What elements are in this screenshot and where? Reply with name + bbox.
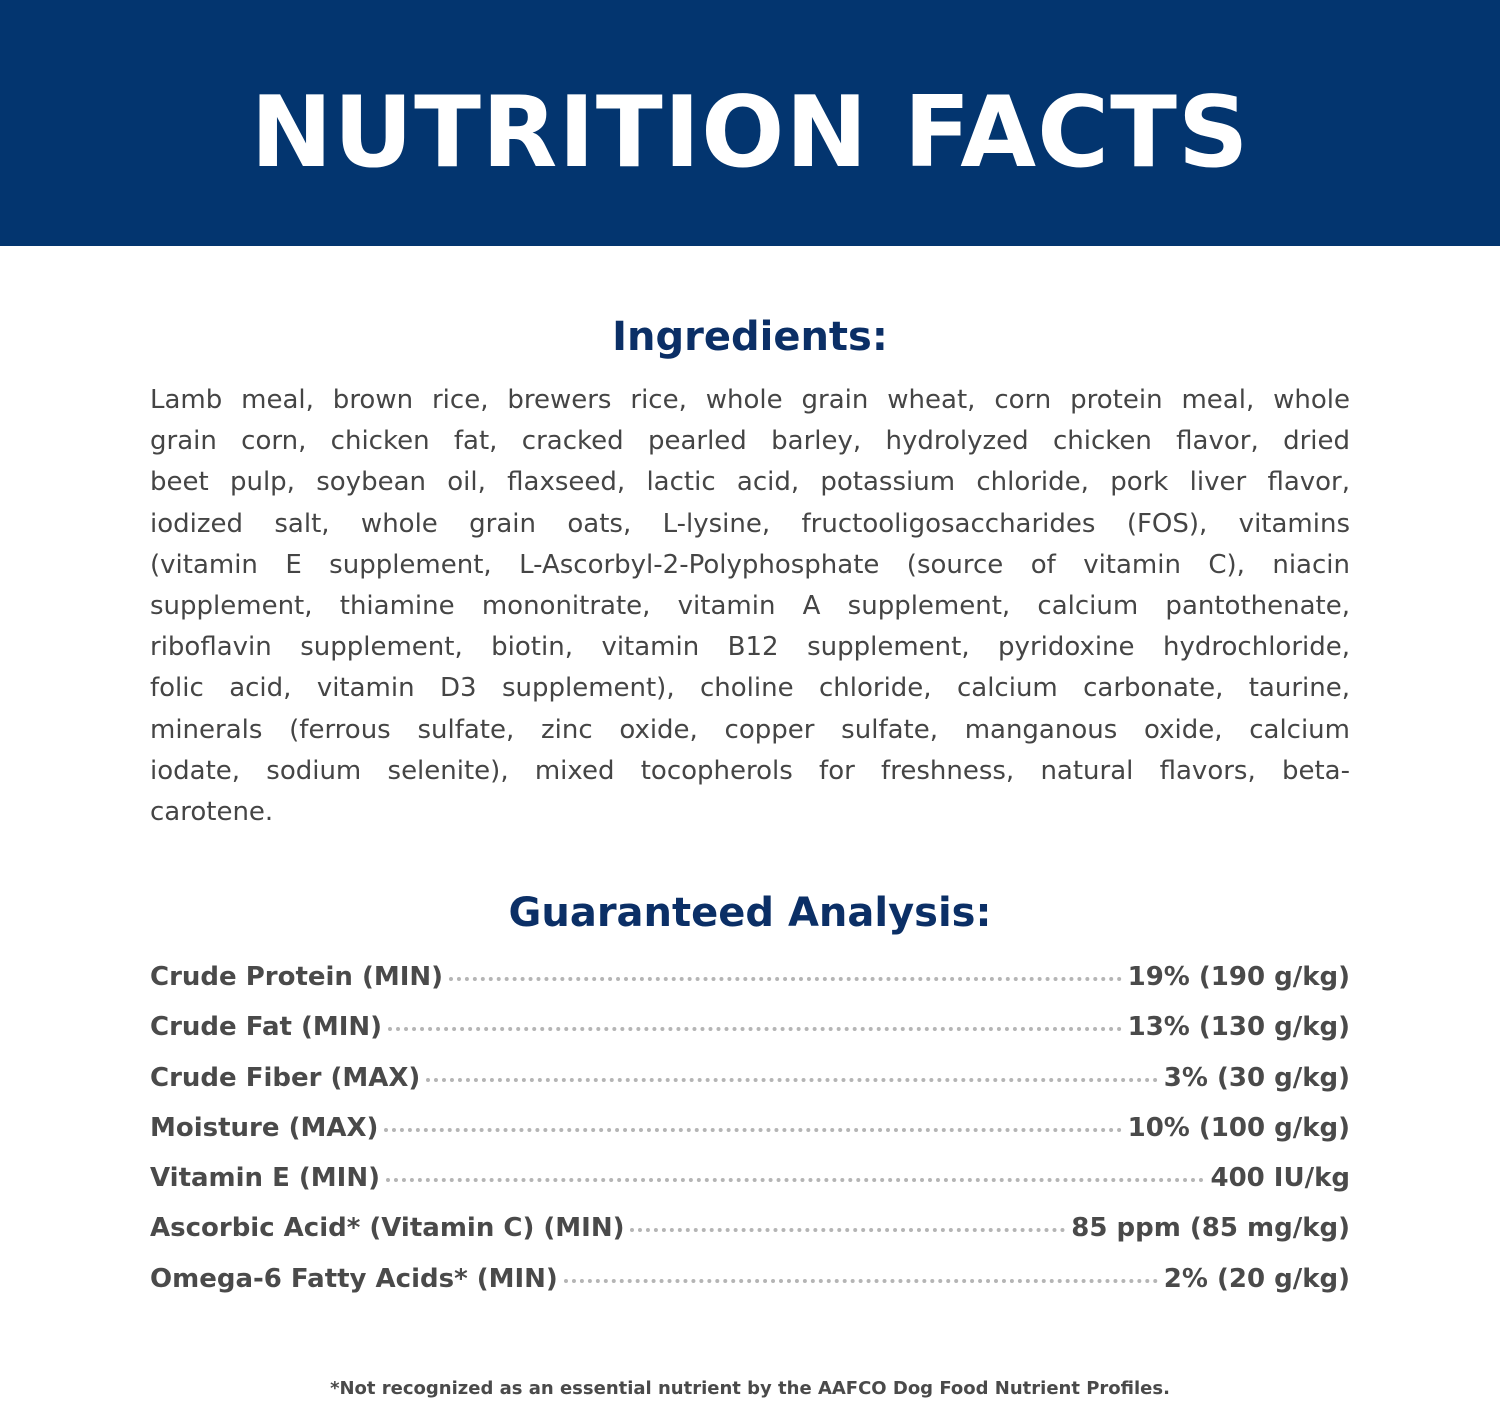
analysis-row: Vitamin E (MIN) 400 IU/kg: [150, 1163, 1350, 1213]
nutrient-value: 3% (30 g/kg): [1163, 1062, 1350, 1093]
analysis-row: Moisture (MAX) 10% (100 g/kg): [150, 1113, 1350, 1163]
ingredients-line: beet pulp, soybean oil, flaxseed, lactic…: [150, 467, 1350, 498]
page-title: NUTRITION FACTS: [250, 76, 1250, 190]
ingredients-line: minerals (ferrous sulfate, zinc oxide, c…: [150, 714, 1350, 745]
nutrient-value: 400 IU/kg: [1210, 1163, 1350, 1194]
nutrient-label: Ascorbic Acid* (Vitamin C) (MIN): [150, 1213, 625, 1244]
dotted-leader: [449, 977, 1122, 981]
ingredients-line: grain corn, chicken fat, cracked pearled…: [150, 426, 1350, 457]
dotted-leader: [384, 1127, 1122, 1132]
analysis-row: Omega-6 Fatty Acids* (MIN) 2% (20 g/kg): [150, 1264, 1350, 1314]
ingredients-line: carotene.: [150, 797, 274, 828]
ingredients-line: Lamb meal, brown rice, brewers rice, who…: [150, 385, 1350, 415]
analysis-row: Ascorbic Acid* (Vitamin C) (MIN) 85 ppm (…: [150, 1213, 1350, 1263]
nutrient-label: Crude Protein (MIN): [150, 962, 444, 992]
ingredients-line: iodized salt, whole grain oats, L-lysine…: [150, 508, 1350, 539]
guaranteed-analysis-table: Crude Protein (MIN) 19% (190 g/kg) Crude F…: [150, 962, 1350, 1314]
ingredients-line: iodate, sodium selenite), mixed tocopher…: [150, 755, 1350, 786]
footnote: *Not recognized as an essential nutrient…: [330, 1378, 1170, 1399]
header-banner: NUTRITION FACTS: [0, 0, 1500, 246]
nutrient-value: 13% (130 g/kg): [1127, 1012, 1350, 1043]
nutrient-value: 19% (190 g/kg): [1127, 962, 1350, 992]
dotted-leader: [388, 1027, 1122, 1032]
analysis-row: Crude Protein (MIN) 19% (190 g/kg): [150, 962, 1350, 1012]
ingredients-list: Lamb meal, brown rice, brewers rice, who…: [150, 380, 1350, 833]
ingredients-line: supplement, thiamine mononitrate, vitami…: [150, 591, 1350, 622]
ingredients-line: (vitamin E supplement, L-Ascorbyl-2-Poly…: [150, 549, 1350, 580]
nutrient-value: 2% (20 g/kg): [1163, 1263, 1350, 1294]
dotted-leader: [563, 1278, 1158, 1283]
nutrient-label: Omega-6 Fatty Acids* (MIN): [150, 1263, 558, 1294]
dotted-leader: [426, 1077, 1158, 1082]
nutrient-label: Vitamin E (MIN): [150, 1163, 381, 1194]
nutrient-label: Crude Fat (MIN): [150, 1012, 383, 1043]
dotted-leader: [630, 1228, 1066, 1233]
dotted-leader: [386, 1178, 1205, 1183]
ingredients-line: folic acid, vitamin D3 supplement), chol…: [150, 673, 1350, 704]
analysis-row: Crude Fiber (MAX) 3% (30 g/kg): [150, 1063, 1350, 1113]
ingredients-line: riboflavin supplement, biotin, vitamin B…: [150, 632, 1350, 663]
ingredients-title: Ingredients:: [612, 314, 888, 360]
nutrient-label: Crude Fiber (MAX): [150, 1062, 421, 1093]
analysis-row: Crude Fat (MIN) 13% (130 g/kg): [150, 1012, 1350, 1062]
nutrient-value: 10% (100 g/kg): [1127, 1112, 1350, 1143]
analysis-title: Guaranteed Analysis:: [508, 890, 992, 936]
nutrient-value: 85 ppm (85 mg/kg): [1071, 1213, 1350, 1244]
nutrient-label: Moisture (MAX): [150, 1112, 379, 1143]
